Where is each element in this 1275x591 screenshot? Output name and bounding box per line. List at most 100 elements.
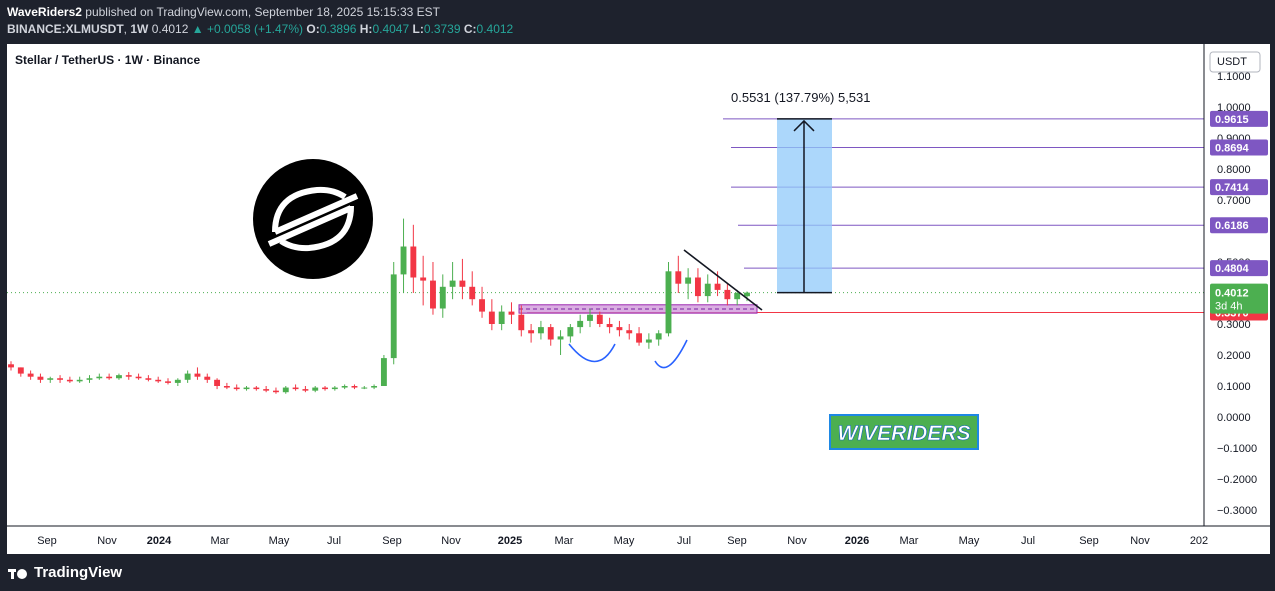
candle-body	[223, 386, 230, 388]
candle-body	[685, 277, 692, 284]
candle-body	[86, 378, 93, 380]
candle-body	[430, 280, 436, 309]
wiveriders-badge-box	[829, 414, 979, 450]
candle-body	[17, 367, 24, 374]
stellar-stroke-2	[267, 205, 353, 247]
c-value: 0.4012	[476, 22, 514, 36]
candle-body	[371, 386, 378, 388]
candle-body	[459, 280, 466, 287]
candle-body	[518, 314, 525, 331]
candle-body	[341, 386, 348, 388]
published-text: published on TradingView.com, September …	[85, 5, 440, 19]
y-tick-label: −0.3000	[1217, 505, 1257, 517]
target-level-label: 0.9615	[1215, 114, 1249, 126]
x-tick-label: Jul	[677, 535, 691, 547]
current-price-badge	[1210, 283, 1268, 314]
target-level-badge	[1210, 260, 1268, 277]
candle-body	[390, 274, 397, 359]
candle-body	[636, 333, 642, 343]
candle-body	[145, 378, 152, 380]
y-tick-label: 0.2000	[1217, 350, 1251, 362]
symbol: BINANCE:XLMUSDT	[7, 22, 124, 36]
candle-body	[420, 277, 427, 281]
l-label: L:	[412, 22, 424, 36]
candle-body	[47, 378, 54, 380]
footer: TradingView	[0, 555, 1275, 591]
candle-body	[587, 314, 593, 321]
x-tick-label: Jul	[327, 535, 341, 547]
candle-body	[135, 376, 142, 379]
interval: 1W	[130, 22, 149, 36]
h-label: H:	[359, 22, 373, 36]
candle-body	[174, 379, 181, 383]
candle-body	[8, 364, 14, 368]
x-tick-label: 2025	[498, 535, 522, 547]
x-tick-label: 2026	[845, 535, 869, 547]
candle-body	[724, 289, 731, 300]
target-level-badge	[1210, 110, 1268, 127]
candle-body	[263, 389, 270, 391]
candle-body	[557, 336, 564, 340]
candle-body	[351, 386, 358, 388]
price-chart[interactable]: 0.5531 (137.79%) 5,531 WIVERIDERS Stellar…	[7, 44, 1270, 554]
chart-frame[interactable]: 0.5531 (137.79%) 5,531 WIVERIDERS Stellar…	[7, 44, 1270, 554]
ohlc-row: BINANCE:XLMUSDT, 1W 0.4012 ▲ +0.0058 (+1…	[7, 22, 514, 36]
target-level-label: 0.8694	[1215, 142, 1250, 154]
y-tick-label: 0.1000	[1217, 381, 1251, 393]
change-value: ▲ +0.0058 (+1.47%)	[191, 22, 304, 36]
x-tick-label: Nov	[441, 535, 461, 547]
brand-name: TradingView	[34, 564, 123, 581]
candle-body	[331, 387, 338, 390]
candle-body	[577, 320, 584, 328]
x-tick-label: May	[959, 535, 980, 547]
c-label: C:	[463, 22, 477, 36]
x-tick-label: Sep	[727, 535, 747, 547]
y-tick-label: −0.2000	[1217, 474, 1257, 486]
tradingview-logo[interactable]: TradingView	[8, 564, 122, 581]
x-tick-label: Jul	[1021, 535, 1035, 547]
candle-body	[184, 373, 191, 380]
x-tick-label: Mar	[900, 535, 919, 547]
candle-body	[125, 375, 132, 377]
stellar-arc-bottom	[279, 205, 354, 252]
publisher-name[interactable]: WaveRiders2	[7, 5, 82, 19]
candle-body	[302, 389, 309, 391]
candle-body	[498, 311, 505, 324]
candle-body	[76, 379, 83, 382]
chart-header: WaveRiders2 published on TradingView.com…	[0, 0, 1275, 44]
candle-body	[66, 379, 73, 382]
candle-body	[734, 293, 741, 300]
candle-body	[528, 330, 535, 334]
candle-body	[449, 280, 456, 287]
stellar-logo	[253, 159, 373, 279]
candle-body	[596, 314, 603, 324]
x-tick-label: 202	[1190, 535, 1208, 547]
candle-body	[606, 324, 613, 328]
x-tick-label: Nov	[1130, 535, 1150, 547]
candle-body	[312, 387, 319, 391]
candle-body	[439, 286, 446, 309]
candle-body	[106, 376, 113, 379]
candle-body	[694, 277, 701, 297]
y-tick-label: 0.0000	[1217, 412, 1251, 424]
candle-body	[675, 271, 682, 284]
y-tick-label: 0.8000	[1217, 164, 1251, 176]
target-level-badge	[1210, 217, 1268, 234]
last-price: 0.4012	[151, 22, 189, 36]
x-tick-label: Nov	[787, 535, 807, 547]
candle-body	[116, 375, 122, 379]
candle-body	[655, 333, 662, 340]
wiveriders-text: WIVERIDERS	[837, 422, 970, 445]
candle-body	[27, 373, 34, 377]
candle-body	[165, 381, 171, 383]
candle-body	[665, 271, 672, 334]
candle-body	[282, 387, 289, 393]
candle-body	[567, 327, 574, 337]
x-tick-label: Mar	[555, 535, 574, 547]
candle-body	[57, 378, 64, 380]
candle-body	[704, 283, 711, 297]
target-level-label: 0.4804	[1215, 263, 1250, 275]
stellar-arc-top	[272, 186, 347, 233]
target-level-badge	[1210, 179, 1268, 196]
stellar-logo-circle	[253, 159, 373, 279]
